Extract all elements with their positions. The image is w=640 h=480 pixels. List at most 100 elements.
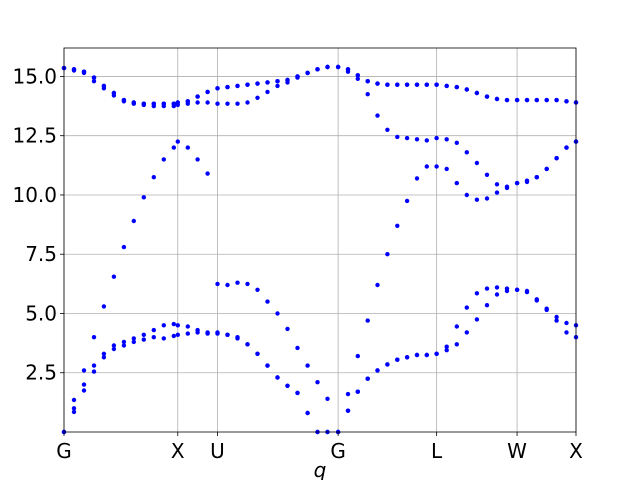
branch-1-point: [454, 342, 459, 347]
branch-6-point: [424, 82, 429, 87]
branch-3-point: [365, 318, 370, 323]
branch-2-point: [484, 286, 490, 291]
branch-3-point: [101, 304, 107, 309]
branch-3-point: [464, 192, 469, 198]
branch-5-point: [554, 156, 559, 161]
branch-6-point: [91, 75, 97, 80]
y-tick-label: 2.5: [25, 361, 57, 385]
x-tick-label: G: [56, 439, 72, 463]
branch-2-point: [534, 298, 539, 303]
branch-6-point: [335, 64, 341, 70]
x-axis-label: q: [314, 458, 327, 480]
branch-5-point: [424, 138, 429, 143]
branch-2-point: [275, 375, 280, 380]
branch-6-point: [395, 82, 400, 87]
plot-frame: [63, 47, 577, 433]
branch-3-point: [121, 244, 127, 250]
branch-1-point: [484, 303, 490, 308]
branch-6-point: [305, 70, 310, 76]
branch-3-point: [215, 281, 220, 287]
branch-3-point: [444, 166, 449, 172]
branch-6-point: [285, 77, 290, 83]
x-tick-label: U: [210, 439, 225, 463]
branch-6-point: [171, 101, 176, 106]
branch-2-point: [175, 323, 180, 328]
branch-5-point: [484, 172, 490, 177]
branch-3-point: [484, 196, 490, 201]
branch-3-point: [355, 353, 360, 359]
branch-5-point: [215, 101, 220, 106]
branch-2-point: [225, 332, 230, 337]
branch-2-point: [524, 289, 530, 295]
branch-6-point: [504, 97, 510, 103]
branch-2-point: [121, 339, 127, 345]
branch-6-point: [151, 101, 156, 106]
x-tick-label: X: [569, 439, 583, 463]
branch-6-point: [175, 100, 180, 105]
branch-2-point: [454, 324, 459, 329]
branch-2-point: [504, 286, 510, 291]
branch-5-point: [544, 166, 549, 172]
branch-2-point: [424, 352, 429, 358]
data-points: [61, 64, 579, 435]
branch-3-point: [131, 218, 136, 224]
branch-6-point: [414, 82, 420, 87]
branch-5-point: [375, 113, 380, 118]
branch-6-point: [121, 97, 127, 103]
branch-5-point: [265, 89, 270, 95]
branch-2-point: [71, 406, 77, 411]
branch-2-point: [215, 330, 220, 335]
branch-6-point: [235, 83, 240, 89]
branch-1-point: [131, 339, 136, 345]
branch-2-point: [544, 306, 549, 311]
branch-5-point: [91, 79, 97, 84]
branch-6-point: [454, 84, 459, 90]
branch-5-point: [444, 137, 449, 142]
branch-2-point: [385, 362, 390, 367]
branch-5-point: [205, 100, 210, 105]
branch-6-point: [345, 67, 351, 72]
branch-2-point: [91, 363, 97, 368]
branch-2-point: [365, 376, 370, 381]
branch-3-point: [494, 190, 500, 195]
branch-6-point: [255, 81, 260, 86]
branch-1-point: [171, 333, 176, 339]
branch-5-point: [365, 92, 370, 97]
branch-3-point: [265, 299, 270, 304]
branch-2-point: [434, 351, 439, 356]
branch-6-point: [544, 97, 549, 103]
branch-6-point: [375, 81, 380, 86]
branch-5-point: [195, 100, 200, 105]
branch-3-point: [285, 326, 290, 332]
branch-3-point: [275, 311, 280, 316]
branch-6-point: [131, 100, 136, 105]
branch-6-point: [514, 97, 520, 103]
branch-5-point: [225, 101, 230, 106]
branch-2-point: [101, 351, 107, 356]
branch-5-point: [564, 145, 569, 150]
x-tick-label: L: [431, 439, 443, 463]
branch-6-point: [554, 97, 559, 103]
y-tick-label: 12.5: [12, 124, 57, 148]
branch-2-point: [494, 285, 500, 290]
branch-5-point: [494, 182, 500, 187]
branch-3-point: [151, 175, 156, 180]
branch-3-point: [225, 282, 230, 288]
branch-6-point: [564, 99, 569, 104]
branch-1-point: [444, 348, 449, 353]
branch-3-point: [71, 397, 77, 403]
branch-3-point: [175, 139, 180, 144]
branch-3-point: [345, 391, 351, 397]
branch-2-point: [141, 332, 146, 337]
branch-6-point: [225, 84, 230, 90]
branch-6-point: [111, 90, 117, 96]
branch-3-point: [255, 287, 260, 292]
branch-3-point: [375, 282, 380, 288]
branch-6-point: [141, 101, 146, 106]
branch-3-point: [424, 164, 429, 169]
branch-6-point: [355, 73, 360, 78]
branch-1-point: [564, 330, 569, 335]
branch-5-point: [385, 127, 390, 132]
x-tick-label: G: [330, 439, 346, 463]
